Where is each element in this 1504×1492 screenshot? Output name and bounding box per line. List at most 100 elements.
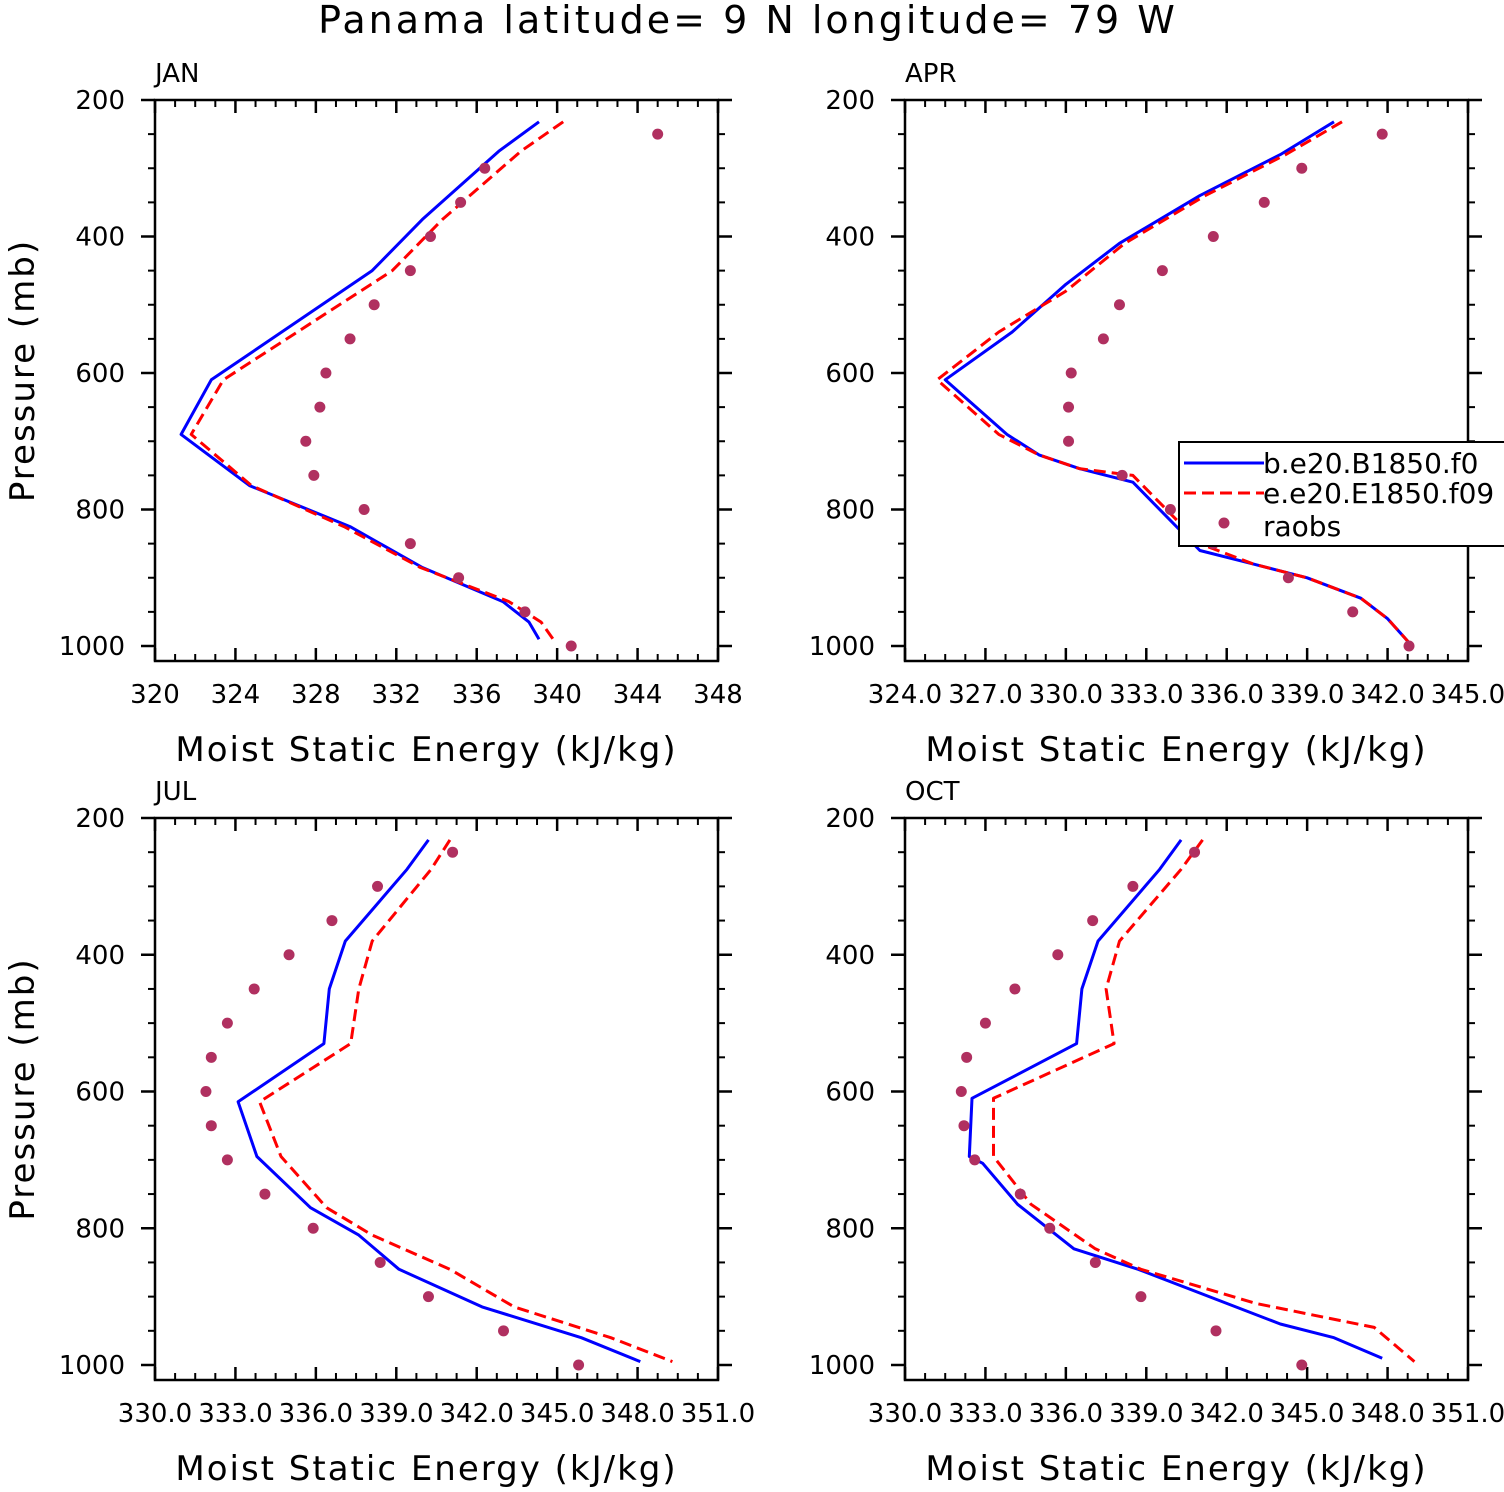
x-tick-label: 333.0 [948,1399,1022,1429]
x-tick-label: 327.0 [948,680,1022,710]
raobs-point [1164,504,1176,515]
raobs-point [205,1051,217,1063]
raobs-point [314,401,326,413]
raobs-point [308,469,320,481]
panel-label: APR [905,59,957,89]
y-tick-label: 200 [825,86,875,116]
raobs-point [1063,401,1075,413]
raobs-point [344,333,356,345]
raobs-point [1087,915,1099,927]
y-tick-label: 600 [825,359,875,389]
raobs-point [300,435,312,447]
legend-swatch-marker [1218,517,1230,529]
raobs-point [307,1222,319,1234]
raobs-point [1113,299,1125,311]
raobs-point [1296,162,1308,174]
x-axis-title: Moist Static Energy (kJ/kg) [175,1449,677,1489]
raobs-point [1097,333,1109,345]
y-tick-label: 600 [75,1078,125,1108]
panel-label: JUL [153,777,197,807]
x-tick-label: 336.0 [1029,1399,1103,1429]
raobs-point [453,572,465,584]
raobs-point [424,231,436,242]
raobs-point [955,1086,967,1097]
raobs-point [404,538,416,550]
raobs-point [565,640,577,652]
panel-oct: OCT 330.0 333.0 336.0 339.0 342.0 345.0 348.0 35… [809,777,1504,1489]
y-tick-label: 1000 [59,632,125,662]
y-tick-label: 800 [825,496,875,526]
raobs-point [200,1086,212,1097]
x-tick-label: 339.0 [1270,680,1344,710]
x-tick-label: 345.0 [1270,1399,1344,1429]
raobs-point [320,367,332,379]
raobs-point [1065,367,1077,379]
series-line-e [992,839,1416,1363]
x-tick-label: 348.0 [600,1399,674,1429]
y-tick-label: 200 [825,804,875,834]
panel-jan: JAN 320 324 328 332 336 340 344 348 200 400 600 800 1… [3,59,743,770]
x-tick-label: 344 [613,680,663,710]
raobs-point [652,128,664,140]
panel-label: JAN [153,59,199,89]
raobs-point [1282,572,1294,584]
panel-label: OCT [905,777,960,807]
x-tick-label: 330.0 [1029,680,1103,710]
raobs-point [1089,1256,1101,1268]
raobs-point [1403,640,1415,652]
legend-box [1178,441,1504,547]
raobs-point [422,1291,434,1303]
figure-title: Panama latitude= 9 N longitude= 79 W [318,0,1178,42]
series-line-b [236,839,641,1363]
x-tick-label: 330.0 [118,1399,192,1429]
raobs-point [479,162,491,174]
raobs-point [958,1120,970,1132]
legend-label: b.e20.B1850.f0 [1263,447,1478,480]
y-tick-label: 600 [75,359,125,389]
raobs-point [1135,1291,1147,1303]
x-tick-label: 342.0 [439,1399,513,1429]
x-tick-label: 351.0 [681,1399,755,1429]
raobs-point [961,1051,973,1063]
y-tick-label: 600 [825,1078,875,1108]
x-tick-label: 348 [693,680,743,710]
raobs-point [979,1017,991,1029]
y-tick-label: 400 [75,223,125,253]
x-tick-label: 336 [452,680,502,710]
x-tick-label: 330.0 [868,1399,942,1429]
raobs-point [221,1017,233,1029]
raobs-point [358,504,370,515]
x-tick-label: 320 [130,680,180,710]
plot-frame [153,816,720,1382]
y-axis-title: Pressure (mb) [3,957,43,1220]
raobs-point [1014,1188,1026,1200]
y-tick-label: 800 [75,496,125,526]
x-tick-label: 328 [291,680,341,710]
raobs-point [455,196,467,208]
x-tick-label: 324.0 [868,680,942,710]
raobs-point [1296,1359,1308,1371]
x-tick-label: 345.0 [520,1399,594,1429]
raobs-point [1376,128,1388,140]
y-tick-label: 400 [825,223,875,253]
raobs-point [447,846,459,858]
x-axis-title: Moist Static Energy (kJ/kg) [925,730,1427,770]
y-axis-title: Pressure (mb) [3,239,43,502]
series-line-e [189,120,565,641]
raobs-point [368,299,380,311]
raobs-point [248,983,260,995]
y-tick-label: 200 [75,86,125,116]
series-line-e [258,839,673,1363]
x-tick-label: 333.0 [198,1399,272,1429]
raobs-point [519,606,531,618]
raobs-point [1052,949,1064,961]
x-tick-label: 324 [211,680,261,710]
series-line-b [943,120,1411,644]
y-tick-label: 800 [825,1214,875,1244]
x-axis-title: Moist Static Energy (kJ/kg) [925,1449,1427,1489]
raobs-point [969,1154,981,1166]
x-tick-label: 342.0 [1189,1399,1263,1429]
raobs-point [1189,846,1201,858]
raobs-point [1063,435,1075,447]
